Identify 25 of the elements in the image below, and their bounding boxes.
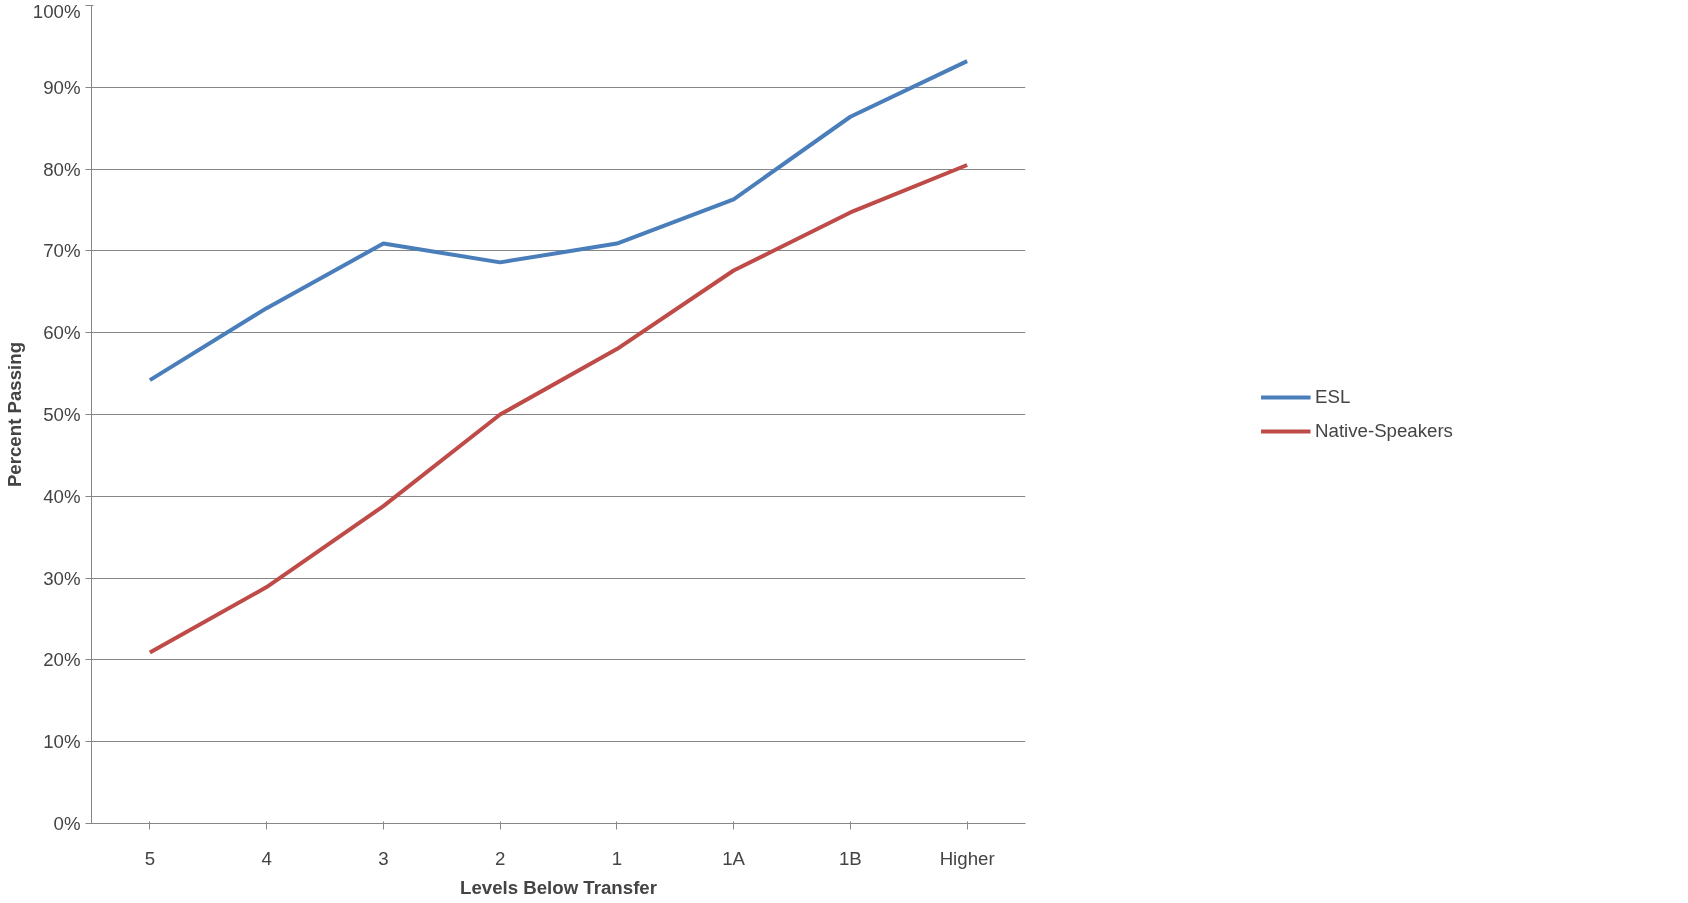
y-tick-label: 70% — [43, 240, 81, 262]
y-tick-label: 20% — [43, 649, 81, 671]
y-tick-label: 50% — [43, 404, 81, 425]
y-tick-label: 40% — [43, 485, 81, 507]
x-tick-label: 1 — [611, 847, 623, 869]
x-tick-label: 1A — [722, 847, 746, 869]
y-tick-label: 90% — [43, 76, 81, 98]
x-tick-label: 3 — [378, 847, 389, 869]
y-tick-label: 100% — [32, 0, 81, 22]
y-tick-label: 30% — [43, 567, 81, 589]
legend-label: Native-Speakers — [1315, 420, 1453, 442]
y-axis-title: Percent Passing — [3, 341, 25, 488]
y-tick-label: 10% — [43, 731, 81, 753]
x-tick-label: 1B — [838, 847, 862, 869]
x-axis-title: Levels Below Transfer — [459, 876, 658, 898]
x-tick-label: 4 — [261, 847, 272, 869]
line-series — [147, 163, 970, 655]
y-tick-label: 80% — [43, 158, 81, 180]
y-tick-label: 0% — [53, 813, 81, 834]
x-tick-label: 2 — [494, 847, 506, 869]
y-tick-label: 60% — [43, 322, 81, 344]
legend-label: ESL — [1315, 386, 1351, 408]
x-tick-label: Higher — [939, 847, 995, 869]
line-series — [147, 59, 970, 383]
x-tick-label: 5 — [144, 847, 156, 869]
